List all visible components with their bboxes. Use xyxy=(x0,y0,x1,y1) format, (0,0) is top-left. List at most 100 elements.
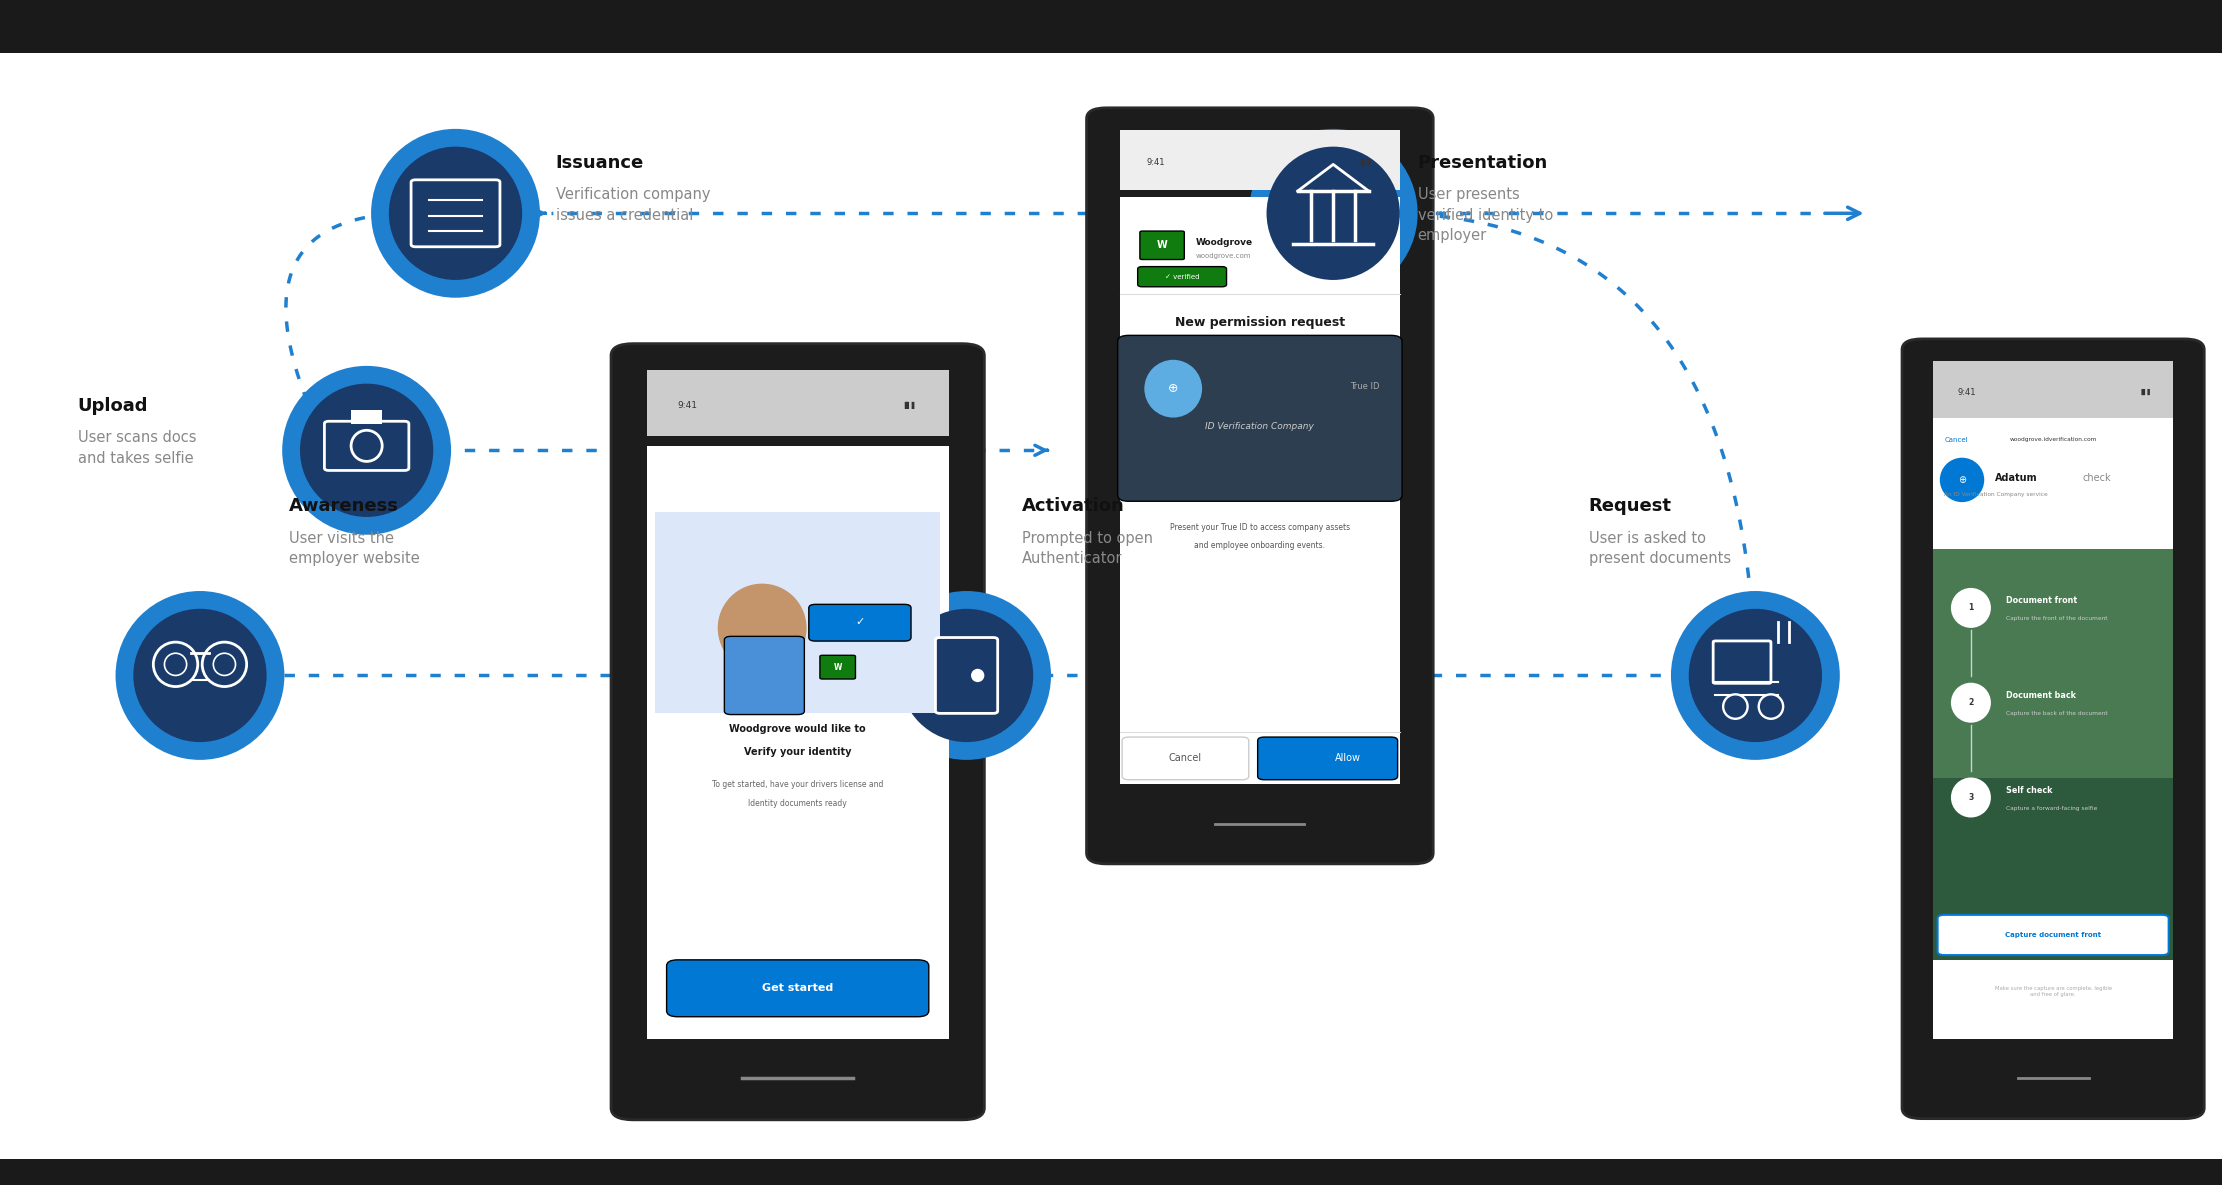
Ellipse shape xyxy=(1951,588,1991,628)
Bar xyxy=(351,410,382,423)
Ellipse shape xyxy=(1671,591,1840,760)
Ellipse shape xyxy=(1940,457,1984,502)
Bar xyxy=(647,370,949,436)
Text: Capture document front: Capture document front xyxy=(2004,931,2102,939)
Text: Make sure the capture are complete, legible
and free of glare.: Make sure the capture are complete, legi… xyxy=(1995,986,2111,998)
Text: woodgrove.idverification.com: woodgrove.idverification.com xyxy=(2009,437,2098,442)
FancyBboxPatch shape xyxy=(324,421,409,470)
FancyBboxPatch shape xyxy=(1713,641,1771,684)
Ellipse shape xyxy=(1760,694,1784,719)
Text: W: W xyxy=(1158,241,1167,250)
FancyBboxPatch shape xyxy=(935,638,998,713)
Text: Self check: Self check xyxy=(2006,786,2053,795)
Text: 9:41: 9:41 xyxy=(1147,158,1164,167)
FancyBboxPatch shape xyxy=(1138,267,1227,287)
Text: Presentation: Presentation xyxy=(1418,154,1549,172)
Text: and employee onboarding events.: and employee onboarding events. xyxy=(1195,540,1324,550)
FancyBboxPatch shape xyxy=(1118,335,1402,501)
Text: Present your True ID to access company assets: Present your True ID to access company a… xyxy=(1169,523,1351,532)
Ellipse shape xyxy=(1249,129,1418,297)
FancyBboxPatch shape xyxy=(667,960,929,1017)
FancyBboxPatch shape xyxy=(1938,915,2169,955)
Text: Capture a forward-facing selfie: Capture a forward-facing selfie xyxy=(2006,806,2098,811)
Text: Woodgrove: Woodgrove xyxy=(1195,238,1253,248)
Text: User is asked to
present documents: User is asked to present documents xyxy=(1589,531,1731,566)
Text: woodgrove.com: woodgrove.com xyxy=(1195,252,1251,260)
FancyBboxPatch shape xyxy=(611,344,984,1120)
Text: ⊕: ⊕ xyxy=(1169,383,1178,395)
Text: New permission request: New permission request xyxy=(1175,316,1344,328)
Ellipse shape xyxy=(1724,694,1746,719)
Ellipse shape xyxy=(1689,609,1822,742)
Ellipse shape xyxy=(300,384,433,517)
Bar xyxy=(647,446,949,1039)
FancyBboxPatch shape xyxy=(1140,231,1184,260)
Text: check: check xyxy=(2082,473,2111,482)
Text: Cancel: Cancel xyxy=(1944,436,1969,443)
Ellipse shape xyxy=(971,668,984,683)
FancyBboxPatch shape xyxy=(1122,737,1249,780)
Ellipse shape xyxy=(900,609,1033,742)
FancyBboxPatch shape xyxy=(1087,108,1433,864)
Text: Get started: Get started xyxy=(762,984,833,993)
Bar xyxy=(1933,960,2173,1039)
Bar xyxy=(1120,130,1400,190)
Text: Document back: Document back xyxy=(2006,691,2078,700)
Text: Adatum: Adatum xyxy=(1995,473,2038,482)
Text: Request: Request xyxy=(1589,498,1671,515)
Ellipse shape xyxy=(1951,683,1991,723)
Bar xyxy=(1933,549,2173,779)
Text: 9:41: 9:41 xyxy=(1958,387,1975,397)
Text: W: W xyxy=(833,662,842,672)
Bar xyxy=(1933,418,2173,549)
Text: Verify your identity: Verify your identity xyxy=(744,748,851,757)
FancyBboxPatch shape xyxy=(820,655,855,679)
Text: 1: 1 xyxy=(1969,603,1973,613)
Ellipse shape xyxy=(371,129,540,297)
Text: ▐▌▌: ▐▌▌ xyxy=(1358,159,1373,166)
Text: Cancel: Cancel xyxy=(1169,754,1202,763)
Text: Identity documents ready: Identity documents ready xyxy=(749,799,847,808)
Text: 9:41: 9:41 xyxy=(678,401,698,410)
Text: ▐▌▌: ▐▌▌ xyxy=(2140,389,2153,396)
Text: Activation: Activation xyxy=(1022,498,1124,515)
Text: Woodgrove would like to: Woodgrove would like to xyxy=(729,724,867,734)
Ellipse shape xyxy=(1267,147,1400,280)
Bar xyxy=(1933,361,2173,418)
Text: Issuance: Issuance xyxy=(556,154,644,172)
Text: Upload: Upload xyxy=(78,397,149,415)
Bar xyxy=(655,512,940,713)
Text: 3: 3 xyxy=(1969,793,1973,802)
Text: To get started, have your drivers license and: To get started, have your drivers licens… xyxy=(711,780,884,789)
Text: Capture the back of the document: Capture the back of the document xyxy=(2006,711,2109,716)
Ellipse shape xyxy=(133,609,267,742)
Text: User scans docs
and takes selfie: User scans docs and takes selfie xyxy=(78,430,196,466)
Ellipse shape xyxy=(282,366,451,534)
Text: Capture the front of the document: Capture the front of the document xyxy=(2006,616,2109,621)
Ellipse shape xyxy=(213,653,236,675)
Text: Allow: Allow xyxy=(1335,754,1360,763)
Bar xyxy=(0,1159,2222,1185)
Text: ✓ verified: ✓ verified xyxy=(1164,274,1200,281)
Ellipse shape xyxy=(1951,777,1991,818)
FancyBboxPatch shape xyxy=(411,180,500,246)
Text: User visits the
employer website: User visits the employer website xyxy=(289,531,420,566)
Bar xyxy=(1933,779,2173,966)
Ellipse shape xyxy=(1144,360,1202,417)
Text: ✓: ✓ xyxy=(855,617,864,627)
Bar xyxy=(0,0,2222,53)
Text: Awareness: Awareness xyxy=(289,498,398,515)
Ellipse shape xyxy=(351,430,382,461)
Bar xyxy=(1120,197,1400,784)
FancyBboxPatch shape xyxy=(724,636,804,715)
Ellipse shape xyxy=(882,591,1051,760)
FancyBboxPatch shape xyxy=(1902,339,2204,1119)
Text: ⊕: ⊕ xyxy=(1958,475,1966,485)
Text: ID Verification Company: ID Verification Company xyxy=(1207,422,1313,431)
Text: True ID: True ID xyxy=(1351,382,1380,391)
Text: 2: 2 xyxy=(1969,698,1973,707)
Ellipse shape xyxy=(153,642,198,686)
Text: Prompted to open
Authenticator: Prompted to open Authenticator xyxy=(1022,531,1153,566)
Text: Document front: Document front xyxy=(2006,596,2078,606)
FancyBboxPatch shape xyxy=(809,604,911,641)
